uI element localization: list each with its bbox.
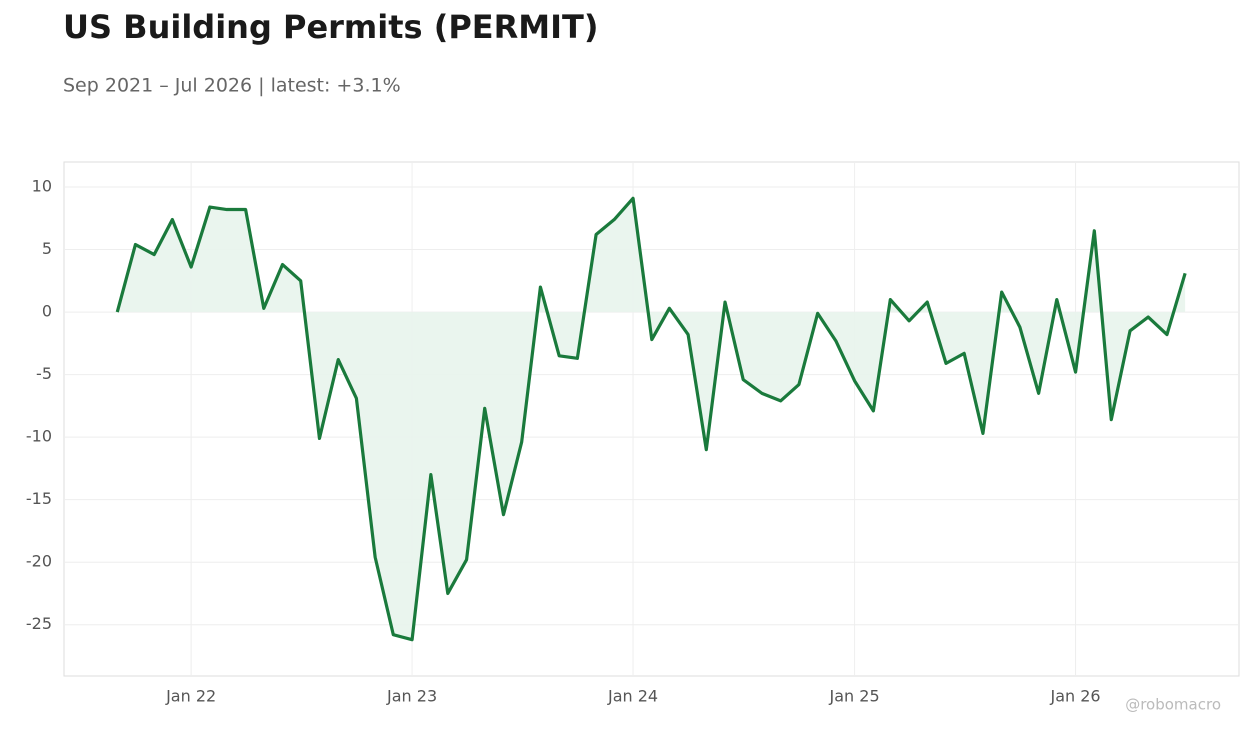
y-tick-label: 10 [32, 177, 52, 196]
watermark: @robomacro [1125, 696, 1221, 714]
x-tick-label: Jan 24 [607, 687, 658, 706]
y-tick-label: -5 [36, 364, 52, 383]
area [117, 198, 1186, 640]
line [115, 196, 1187, 642]
x-tick-label: Jan 25 [829, 687, 880, 706]
x-tick-label: Jan 22 [165, 687, 216, 706]
y-tick-label: -15 [26, 489, 52, 508]
y-tick-label: 0 [42, 302, 52, 321]
y-tick-label: 5 [42, 239, 52, 258]
y-tick-label: -10 [26, 427, 52, 446]
x-tick-label: Jan 23 [386, 687, 437, 706]
x-tick-label: Jan 26 [1049, 687, 1100, 706]
plot-frame [63, 161, 1240, 677]
chart-subtitle: Sep 2021 – Jul 2026 | latest: +3.1% [63, 75, 401, 97]
y-tick-label: -20 [26, 552, 52, 571]
chart-title: US Building Permits (PERMIT) [63, 8, 599, 46]
y-tick-label: -25 [26, 614, 52, 633]
